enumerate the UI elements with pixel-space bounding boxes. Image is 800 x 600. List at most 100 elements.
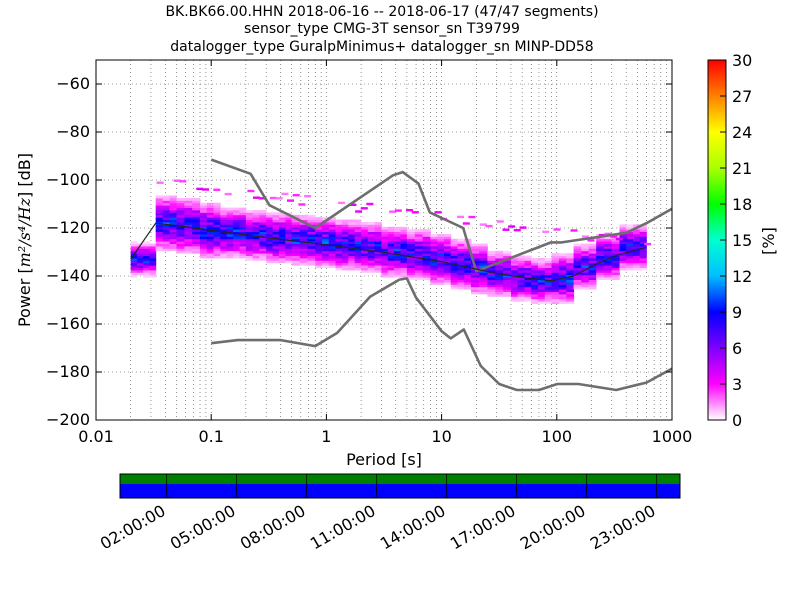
psd-cell: [291, 253, 300, 256]
psd-cell: [381, 229, 389, 232]
psd-cell: [387, 229, 395, 232]
psd-cell: [479, 279, 488, 283]
psd-cell: [639, 229, 647, 232]
psd-cell: [464, 270, 472, 273]
psd-cell: [213, 212, 221, 216]
psd-cell: [531, 289, 539, 292]
psd-cell: [437, 274, 445, 278]
psd-cell: [633, 253, 641, 256]
psd-cell: [226, 214, 234, 218]
psd-cell: [278, 236, 286, 240]
psd-cell: [573, 265, 582, 268]
psd-cell: [422, 260, 431, 264]
psd-cell: [444, 241, 452, 244]
psd-cell: [479, 286, 488, 290]
psd-cell: [220, 219, 228, 223]
psd-cell: [581, 250, 590, 254]
psd-outlier-cell: [508, 225, 516, 228]
psd-cell: [162, 207, 170, 211]
psd-cell: [176, 231, 185, 235]
psd-cell: [538, 301, 546, 304]
psd-cell: [414, 231, 423, 235]
psd-cell: [176, 217, 185, 220]
psd-cell: [143, 243, 150, 247]
psd-cell: [272, 255, 280, 259]
psd-cell: [444, 236, 452, 240]
psd-cell: [239, 253, 247, 256]
psd-cell: [457, 267, 465, 271]
psd-cell: [226, 219, 234, 223]
psd-cell: [285, 253, 293, 256]
psd-cell: [639, 234, 647, 237]
psd-cell: [335, 262, 343, 266]
psd-plot-area: 0.01 0.1 1 10 100 1000 −200−180−160−140−120−1…: [15, 59, 692, 469]
psd-cell: [596, 258, 605, 261]
psd-cell: [596, 277, 605, 280]
psd-cell: [245, 246, 254, 249]
psd-cell: [143, 270, 150, 273]
psd-cell: [495, 291, 504, 295]
psd-cell: [291, 219, 300, 223]
psd-outlier-cell: [502, 228, 510, 231]
psd-cell: [566, 255, 575, 259]
psd-cell: [328, 260, 336, 264]
psd-cell: [581, 282, 590, 285]
psd-cell: [155, 231, 163, 235]
psd-cell: [239, 210, 247, 213]
psd-cell: [322, 234, 330, 237]
psd-cell: [341, 267, 349, 271]
psd-cell: [245, 238, 254, 242]
psd-cell: [503, 274, 512, 278]
psd-cell: [596, 243, 605, 247]
psd-cell: [299, 253, 308, 256]
psd-cell: [639, 255, 647, 259]
psd-cell: [226, 241, 234, 244]
psd-cell: [414, 253, 423, 256]
psd-histogram: [130, 179, 652, 304]
psd-cell: [206, 231, 214, 235]
psd-cell: [471, 291, 480, 295]
psd-cell: [558, 260, 567, 264]
psd-cell: [285, 255, 293, 259]
psd-cell: [387, 241, 395, 244]
psd-cell: [206, 214, 214, 218]
psd-cell: [444, 234, 452, 237]
psd-cell: [581, 267, 590, 271]
psd-cell: [245, 255, 254, 259]
psd-cell: [573, 267, 582, 271]
psd-cell: [266, 229, 273, 232]
psd-cell: [566, 282, 575, 285]
psd-cell: [307, 260, 316, 264]
psd-cell: [495, 258, 504, 261]
psd-cell: [517, 279, 525, 283]
psd-cell: [245, 250, 254, 254]
psd-cell: [538, 296, 546, 300]
psd-cell: [184, 246, 193, 249]
psd-cell: [213, 210, 221, 213]
psd-cell: [626, 258, 634, 261]
psd-cell: [328, 238, 336, 242]
psd-cell: [619, 229, 627, 232]
psd-cell: [335, 250, 343, 254]
y-axis-ticks: −200−180−160−140−120−100−80−60: [46, 74, 672, 429]
psd-cell: [259, 246, 267, 249]
psd-cell: [233, 241, 240, 244]
psd-cell: [581, 286, 590, 290]
psd-cell: [176, 250, 185, 254]
availability-tick-label: 05:00:00: [167, 501, 239, 553]
psd-cell: [206, 222, 214, 225]
psd-cell: [437, 262, 445, 266]
psd-cell: [479, 277, 488, 280]
psd-cell: [354, 229, 362, 232]
psd-cell: [544, 258, 552, 261]
psd-cell: [315, 234, 323, 237]
psd-cell: [315, 236, 323, 240]
psd-cell: [136, 265, 144, 268]
psd-cell: [400, 246, 408, 249]
psd-cell: [361, 226, 369, 230]
psd-cell: [322, 231, 330, 235]
psd-cell: [341, 250, 349, 254]
psd-cell: [266, 248, 273, 252]
psd-cell: [619, 241, 627, 244]
psd-cell: [414, 246, 423, 249]
